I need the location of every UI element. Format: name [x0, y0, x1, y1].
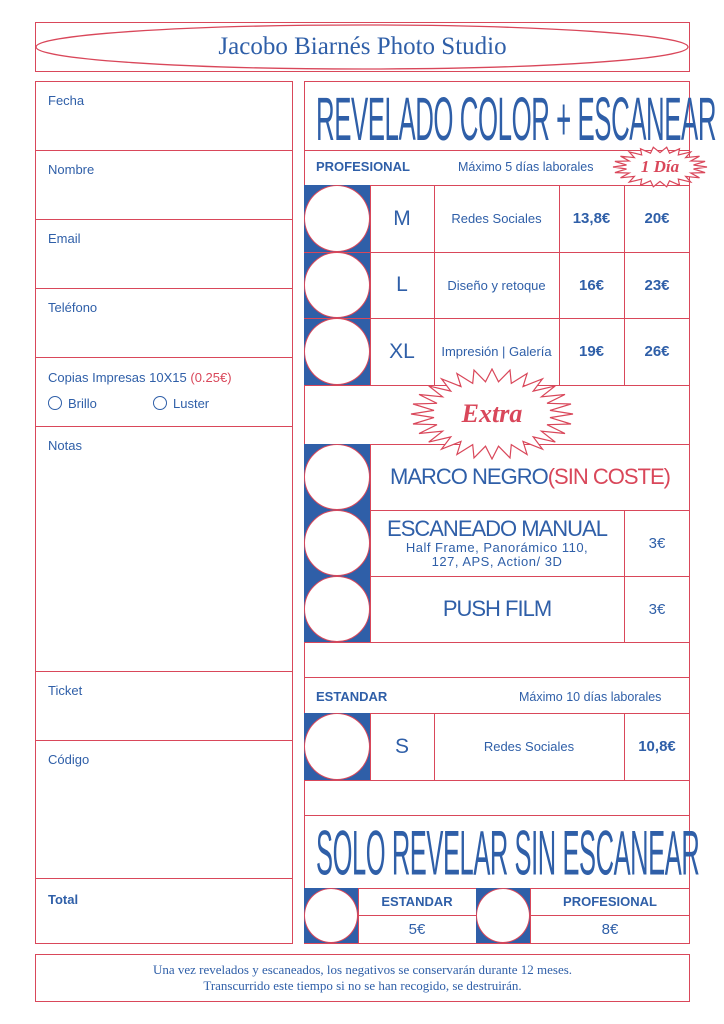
marco-label: MARCO NEGRO [390, 464, 549, 489]
header: Jacobo Biarnés Photo Studio [35, 22, 690, 72]
estandar-time: Máximo 10 días laborales [519, 690, 662, 704]
notes-field[interactable]: Notas [48, 438, 82, 453]
one-day-badge [612, 146, 708, 188]
checkbox-solo-profesional[interactable] [476, 888, 530, 943]
radio-icon [48, 396, 62, 410]
marco-note: (SIN COSTE) [547, 464, 671, 489]
extra-text: Extra [461, 399, 523, 428]
checkbox-marco[interactable] [304, 444, 370, 510]
price-1day: 23€ [644, 276, 670, 294]
header-ellipse [35, 24, 689, 70]
push-film: PUSH FILM [442, 596, 552, 621]
phone-field[interactable]: Teléfono [48, 300, 98, 315]
copies-text: Copias Impresas 10X15 [48, 370, 187, 385]
desc-s: Redes Sociales [483, 739, 575, 754]
code-field[interactable]: Código [48, 752, 90, 767]
size-desc: Impresión | Galería [441, 344, 552, 359]
manual-label: ESCANEADO MANUAL [387, 515, 608, 541]
marco-negro: MARCO NEGRO (SIN COSTE) [370, 444, 690, 510]
escaneado-manual: ESCANEADO MANUAL Half Frame, Panorámico … [370, 510, 624, 576]
size-s: S [394, 734, 409, 758]
price-s: 10,8€ [638, 738, 676, 755]
price: 16€ [578, 276, 605, 294]
manual-sub: 127, APS, Action/ 3D [431, 554, 563, 570]
radio-label: Luster [173, 396, 210, 411]
extra-badge [410, 368, 574, 460]
date-field[interactable]: Fecha [48, 93, 85, 108]
manual-sub: Half Frame, Panorámico 110, [405, 539, 589, 555]
solo-estandar-price: 5€ [408, 920, 426, 938]
profesional-time: Máximo 5 días laborales [458, 160, 594, 174]
size-label: L [396, 273, 408, 296]
customer-form [35, 81, 293, 944]
radio-icon [153, 396, 167, 410]
copies-price: (0.25€) [190, 370, 232, 385]
radio-brillo[interactable]: Brillo [48, 396, 97, 411]
total-field[interactable]: Total [48, 892, 79, 907]
radio-luster[interactable]: Luster [153, 396, 209, 411]
services-title: REVELADO COLOR + ESCANEAR [316, 85, 717, 154]
estandar-label: ESTANDAR [316, 689, 388, 704]
profesional-label: PROFESIONAL [316, 159, 410, 174]
price: 19€ [578, 343, 605, 360]
checkbox-xl[interactable] [304, 318, 370, 385]
size-label: XL [389, 339, 415, 363]
footer-line: Transcurrido este tiempo si no se han re… [203, 978, 522, 993]
price-1day: 20€ [644, 210, 670, 227]
size-desc: Redes Sociales [451, 211, 542, 226]
checkbox-s[interactable] [304, 713, 370, 780]
checkbox-push[interactable] [304, 576, 370, 642]
manual-price: 3€ [648, 534, 666, 552]
studio-title: Jacobo Biarnés Photo Studio [218, 33, 507, 60]
checkbox-m[interactable] [304, 185, 370, 252]
push-price: 3€ [648, 600, 666, 618]
checkbox-manual[interactable] [304, 510, 370, 576]
one-day-text: 1 Día [640, 157, 680, 176]
size-desc: Diseño y retoque [447, 277, 546, 293]
checkbox-solo-estandar[interactable] [304, 888, 358, 943]
size-label: M [393, 206, 411, 230]
ticket-field[interactable]: Ticket [48, 683, 83, 698]
checkbox-l[interactable] [304, 252, 370, 318]
email-field[interactable]: Email [48, 231, 81, 246]
name-field[interactable]: Nombre [48, 162, 95, 177]
solo-estandar-label: ESTANDAR [381, 894, 453, 909]
solo-title: SOLO REVELAR SIN ESCANEAR [316, 818, 700, 889]
footer-note: Una vez revelados y escaneados, los nega… [35, 954, 690, 1002]
radio-label: Brillo [68, 396, 97, 411]
solo-profesional-label: PROFESIONAL [563, 894, 657, 909]
copies-label: Copias Impresas 10X15 (0.25€) [48, 370, 232, 385]
solo-profesional-price: 8€ [601, 920, 619, 938]
price: 13,8€ [572, 210, 611, 227]
price-1day: 26€ [644, 343, 670, 360]
footer-line: Una vez revelados y escaneados, los nega… [152, 962, 573, 977]
